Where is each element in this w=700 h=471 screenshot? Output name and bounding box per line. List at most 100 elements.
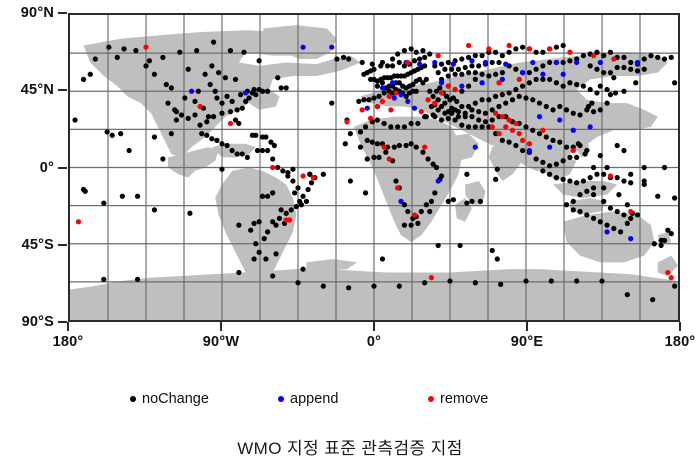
station-marker-append — [243, 90, 249, 96]
station-marker-noChange — [389, 63, 396, 69]
station-marker-noChange — [648, 53, 654, 59]
station-marker-noChange — [560, 83, 566, 89]
station-marker-noChange — [415, 120, 421, 127]
station-marker-noChange — [346, 56, 352, 62]
legend: noChange append remove — [0, 388, 700, 410]
station-marker-remove — [506, 117, 512, 123]
station-marker-noChange — [435, 242, 441, 249]
station-marker-noChange — [482, 119, 489, 125]
station-marker-noChange — [197, 122, 203, 128]
station-marker-noChange — [300, 193, 306, 199]
station-marker-append — [634, 59, 641, 66]
station-marker-append — [405, 98, 411, 105]
station-marker-append — [499, 76, 505, 83]
station-marker-remove — [628, 208, 634, 215]
station-marker-noChange — [347, 178, 353, 184]
station-marker-noChange — [513, 66, 519, 72]
station-marker-noChange — [413, 144, 419, 150]
station-marker-noChange — [452, 71, 458, 77]
station-marker-noChange — [232, 117, 239, 123]
station-marker-noChange — [574, 180, 580, 186]
station-marker-noChange — [256, 249, 262, 255]
station-marker-noChange — [452, 117, 458, 123]
station-marker-noChange — [347, 130, 353, 137]
station-marker-remove — [359, 107, 365, 113]
station-marker-noChange — [590, 108, 597, 115]
station-marker-noChange — [428, 103, 435, 110]
station-marker-noChange — [80, 76, 87, 83]
station-marker-noChange — [359, 59, 365, 66]
station-marker-noChange — [401, 202, 408, 208]
station-marker-noChange — [661, 56, 668, 62]
legend-item-nochange[interactable]: noChange — [130, 388, 209, 410]
station-marker-noChange — [292, 190, 298, 196]
station-marker-noChange — [295, 185, 301, 191]
station-marker-noChange — [420, 80, 426, 86]
station-marker-noChange — [381, 120, 387, 127]
station-marker-noChange — [209, 136, 215, 142]
station-marker-noChange — [612, 90, 619, 96]
station-marker-noChange — [607, 205, 614, 211]
station-marker-remove — [411, 212, 418, 218]
station-marker-append — [300, 44, 306, 50]
station-markers-append — [188, 44, 641, 242]
station-marker-noChange — [587, 86, 593, 93]
station-marker-noChange — [621, 64, 627, 71]
station-marker-append — [329, 44, 335, 50]
station-marker-noChange — [187, 210, 193, 216]
station-marker-noChange — [160, 54, 166, 60]
station-marker-noChange — [401, 47, 408, 54]
station-marker-noChange — [121, 46, 127, 52]
station-marker-noChange — [182, 95, 188, 101]
y-tick-mark-1 — [58, 89, 67, 92]
station-marker-remove — [540, 127, 546, 133]
station-marker-append — [432, 59, 438, 66]
station-marker-noChange — [361, 97, 367, 103]
station-marker-noChange — [261, 236, 267, 242]
station-marker-noChange — [379, 256, 386, 262]
station-marker-noChange — [369, 61, 375, 67]
station-marker-noChange — [543, 103, 549, 110]
station-marker-noChange — [308, 180, 315, 186]
station-marker-noChange — [416, 56, 423, 62]
station-marker-remove — [143, 44, 149, 50]
station-marker-remove — [506, 42, 512, 49]
station-marker-noChange — [506, 139, 512, 145]
station-marker-noChange — [212, 88, 218, 94]
station-marker-noChange — [408, 46, 414, 52]
station-marker-noChange — [379, 59, 386, 66]
station-marker-noChange — [264, 147, 271, 154]
station-marker-noChange — [584, 212, 590, 218]
station-marker-noChange — [283, 210, 289, 216]
station-marker-noChange — [587, 63, 593, 69]
station-marker-noChange — [628, 215, 634, 221]
station-marker-append — [472, 144, 478, 150]
station-marker-remove — [405, 59, 411, 66]
y-tick-mark-4 — [58, 321, 67, 323]
station-marker-noChange — [523, 124, 529, 130]
legend-item-append[interactable]: append — [278, 388, 338, 410]
station-marker-append — [604, 229, 610, 235]
station-marker-noChange — [574, 81, 580, 88]
legend-marker-icon — [428, 396, 434, 402]
station-marker-noChange — [547, 171, 553, 177]
station-marker-noChange — [364, 137, 370, 144]
station-marker-noChange — [465, 54, 472, 60]
station-marker-noChange — [427, 51, 433, 57]
station-marker-noChange — [570, 110, 576, 116]
station-marker-noChange — [239, 105, 245, 111]
legend-item-remove[interactable]: remove — [428, 388, 488, 410]
station-marker-noChange — [256, 219, 262, 225]
station-marker-noChange — [580, 83, 587, 89]
station-marker-noChange — [628, 171, 634, 177]
station-marker-noChange — [498, 281, 504, 288]
station-marker-noChange — [604, 86, 610, 93]
station-marker-noChange — [536, 100, 543, 106]
station-marker-noChange — [577, 112, 583, 118]
station-marker-noChange — [614, 64, 620, 71]
x-tick-mark-1 — [220, 322, 222, 331]
station-marker-noChange — [536, 130, 543, 137]
station-marker-noChange — [207, 81, 213, 88]
station-marker-append — [479, 80, 485, 86]
station-marker-append — [438, 80, 445, 86]
